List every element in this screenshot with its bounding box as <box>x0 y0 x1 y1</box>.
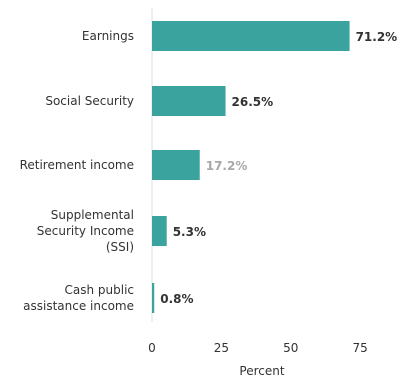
bar <box>152 86 226 116</box>
category-label: Earnings <box>82 29 134 43</box>
bar <box>152 150 200 180</box>
value-label: 17.2% <box>206 159 248 173</box>
value-label: 5.3% <box>173 225 206 239</box>
bar <box>152 21 350 51</box>
x-tick-labels: 0 25 50 75 <box>148 341 368 355</box>
x-tick-label: 25 <box>214 341 229 355</box>
category-label: Supplemental Security Income (SSI) <box>37 208 134 254</box>
x-tick-label: 75 <box>352 341 367 355</box>
category-label: Retirement income <box>20 158 134 172</box>
x-tick-label: 50 <box>283 341 298 355</box>
category-label: Social Security <box>45 94 134 108</box>
category-label: Cash public assistance income <box>23 283 134 313</box>
value-label: 71.2% <box>356 30 398 44</box>
value-labels: 71.2% 26.5% 17.2% 5.3% 0.8% <box>160 30 397 306</box>
value-label: 0.8% <box>160 292 193 306</box>
x-axis-title: Percent <box>239 364 284 378</box>
value-label: 26.5% <box>232 95 274 109</box>
x-tick-label: 0 <box>148 341 156 355</box>
category-labels: Earnings Social Security Retirement income… <box>20 29 134 313</box>
bars-group <box>152 21 350 313</box>
bar <box>152 283 155 313</box>
bar <box>152 216 167 246</box>
